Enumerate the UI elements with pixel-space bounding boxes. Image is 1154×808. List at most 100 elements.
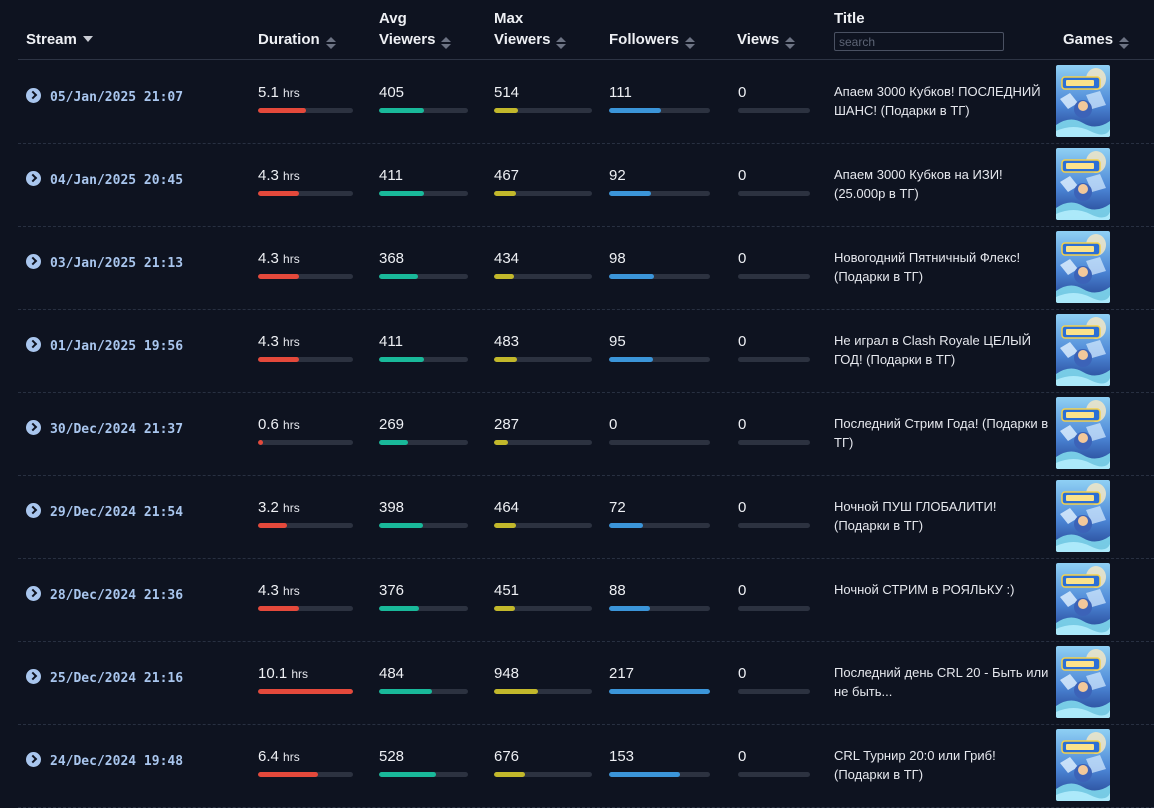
duration-header-label: Duration	[258, 31, 320, 48]
stream-column-header[interactable]: Stream	[26, 29, 93, 50]
table-row[interactable]: 01/Jan/2025 19:56 4.3 hrs 411 483 95 0 Н…	[18, 309, 1154, 393]
stream-title: CRL Турнир 20:0 или Гриб! (Подарки в ТГ)	[834, 748, 996, 782]
game-thumbnail[interactable]	[1056, 480, 1110, 552]
followers-cell: 111	[609, 84, 710, 113]
stream-link[interactable]: 04/Jan/2025 20:45	[26, 171, 184, 188]
stream-link[interactable]: 28/Dec/2024 21:36	[26, 586, 184, 603]
followers-value: 72	[609, 499, 626, 516]
followers-bar-fill	[609, 689, 710, 694]
table-row[interactable]: 28/Dec/2024 21:36 4.3 hrs 376 451 88 0 Н…	[18, 558, 1154, 642]
game-thumbnail[interactable]	[1056, 646, 1110, 718]
followers-bar	[609, 274, 710, 279]
views-bar	[738, 689, 810, 694]
game-thumbnail[interactable]	[1056, 563, 1110, 635]
followers-bar-fill	[609, 108, 661, 113]
sort-icon	[556, 36, 567, 49]
max-viewers-bar-fill	[494, 606, 515, 611]
chevron-right-icon	[26, 503, 41, 518]
avg-viewers-column-header[interactable]: Avg Viewers	[379, 8, 452, 50]
avg-viewers-bar-fill	[379, 108, 424, 113]
stream-date: 28/Dec/2024 21:36	[50, 588, 184, 603]
duration-column-header[interactable]: Duration	[258, 29, 336, 50]
followers-value: 153	[609, 748, 635, 765]
avg-viewers-cell: 376	[379, 582, 468, 611]
avg-viewers-cell: 528	[379, 748, 468, 777]
avg-viewers-value: 368	[379, 250, 405, 267]
followers-bar-fill	[609, 606, 651, 611]
views-value: 0	[738, 748, 747, 765]
max-viewers-header-line2: Viewers	[494, 31, 551, 48]
table-row[interactable]: 04/Jan/2025 20:45 4.3 hrs 411 467 92 0 А…	[18, 143, 1154, 227]
followers-cell: 72	[609, 499, 710, 528]
views-value: 0	[738, 582, 747, 599]
title-search-input[interactable]	[834, 32, 1004, 51]
duration-value: 6.4	[258, 748, 279, 765]
max-viewers-column-header[interactable]: Max Viewers	[494, 8, 567, 50]
game-thumbnail[interactable]	[1056, 231, 1110, 303]
max-viewers-bar-fill	[494, 440, 508, 445]
stream-link[interactable]: 05/Jan/2025 21:07	[26, 88, 183, 105]
table-row[interactable]: 24/Dec/2024 19:48 6.4 hrs 528 676 153 0 …	[18, 724, 1154, 808]
stream-link[interactable]: 01/Jan/2025 19:56	[26, 337, 183, 354]
stream-date: 30/Dec/2024 21:37	[50, 422, 184, 437]
stream-link[interactable]: 24/Dec/2024 19:48	[26, 752, 183, 769]
duration-unit: hrs	[283, 501, 300, 515]
avg-viewers-cell: 368	[379, 250, 468, 279]
game-thumbnail[interactable]	[1056, 65, 1110, 137]
stream-date: 04/Jan/2025 20:45	[50, 173, 184, 188]
table-row[interactable]: 25/Dec/2024 21:16 10.1 hrs 484 948 217 0…	[18, 641, 1154, 725]
duration-bar-fill	[258, 274, 299, 279]
followers-column-header[interactable]: Followers	[609, 29, 696, 50]
followers-cell: 88	[609, 582, 710, 611]
avg-viewers-cell: 269	[379, 416, 468, 445]
followers-value: 88	[609, 582, 626, 599]
max-viewers-cell: 464	[494, 499, 592, 528]
duration-bar-fill	[258, 108, 306, 113]
chevron-right-icon	[26, 420, 41, 435]
stream-title: Апаем 3000 Кубков на ИЗИ! (25.000р в ТГ)	[834, 167, 1003, 201]
duration-bar	[258, 274, 353, 279]
game-thumbnail[interactable]	[1056, 397, 1110, 469]
clash-royale-cover-icon	[1056, 480, 1110, 552]
duration-value: 0.6	[258, 416, 279, 433]
duration-unit: hrs	[283, 750, 300, 764]
followers-cell: 98	[609, 250, 710, 279]
clash-royale-cover-icon	[1056, 397, 1110, 469]
duration-bar	[258, 357, 353, 362]
views-cell: 0	[738, 333, 810, 362]
games-column-header[interactable]: Games	[1063, 29, 1130, 50]
avg-viewers-value: 528	[379, 748, 405, 765]
table-row[interactable]: 29/Dec/2024 21:54 3.2 hrs 398 464 72 0 Н…	[18, 475, 1154, 559]
stream-link[interactable]: 30/Dec/2024 21:37	[26, 420, 184, 437]
duration-cell: 6.4 hrs	[258, 748, 353, 777]
duration-bar	[258, 523, 353, 528]
avg-viewers-value: 269	[379, 416, 405, 433]
table-row[interactable]: 30/Dec/2024 21:37 0.6 hrs 269 287 0 0 По…	[18, 392, 1154, 476]
stream-date: 03/Jan/2025 21:13	[50, 256, 184, 271]
avg-viewers-bar	[379, 274, 468, 279]
followers-value: 111	[609, 84, 632, 101]
avg-viewers-bar	[379, 606, 468, 611]
duration-unit: hrs	[283, 169, 300, 183]
stream-link[interactable]: 25/Dec/2024 21:16	[26, 669, 183, 686]
views-bar	[738, 357, 810, 362]
views-cell: 0	[738, 582, 810, 611]
game-thumbnail[interactable]	[1056, 314, 1110, 386]
game-thumbnail[interactable]	[1056, 729, 1110, 801]
views-column-header[interactable]: Views	[737, 29, 796, 50]
followers-value: 92	[609, 167, 626, 184]
stream-link[interactable]: 29/Dec/2024 21:54	[26, 503, 183, 520]
table-row[interactable]: 03/Jan/2025 21:13 4.3 hrs 368 434 98 0 Н…	[18, 226, 1154, 310]
stream-link[interactable]: 03/Jan/2025 21:13	[26, 254, 184, 271]
avg-viewers-bar	[379, 523, 468, 528]
followers-value: 0	[609, 416, 618, 433]
views-value: 0	[738, 665, 747, 682]
stream-title: Ночной СТРИМ в РОЯЛЬКУ :)	[834, 582, 1015, 597]
max-viewers-cell: 287	[494, 416, 592, 445]
table-row[interactable]: 05/Jan/2025 21:07 5.1 hrs 405 514 111 0 …	[18, 60, 1154, 144]
max-viewers-bar	[494, 357, 592, 362]
duration-bar-fill	[258, 357, 299, 362]
avg-viewers-bar-fill	[379, 440, 409, 445]
game-thumbnail[interactable]	[1056, 148, 1110, 220]
